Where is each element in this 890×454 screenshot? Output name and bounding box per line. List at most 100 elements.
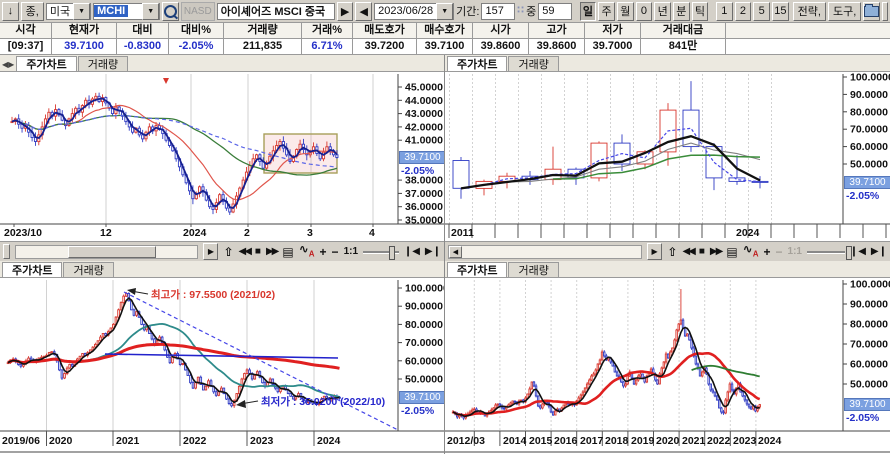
clipped-button[interactable]	[882, 1, 888, 21]
chevron-down-icon[interactable]: ▼	[73, 2, 91, 20]
svg-text:43.0000: 43.0000	[405, 108, 443, 120]
timeframe-0-button[interactable]: 0	[635, 1, 653, 21]
rewind-icon[interactable]: ◀◀	[682, 245, 695, 257]
range-input[interactable]: 157	[481, 2, 516, 20]
go-first-icon[interactable]: ❙◀	[849, 245, 866, 257]
timeframe-tick-button[interactable]: 틱	[691, 1, 709, 21]
svg-text:2020: 2020	[49, 435, 73, 447]
yearly-chartbox: 100.0000 90.0000 80.0000 70.0000 60.0000 50.0…	[445, 72, 890, 241]
col-change: 대비	[117, 23, 169, 39]
svg-text:70.0000: 70.0000	[850, 124, 888, 136]
svg-text:80.0000: 80.0000	[850, 106, 888, 118]
high-value: 39.8600	[529, 39, 585, 55]
change-percent-label: -2.05%	[401, 405, 435, 417]
go-last-icon[interactable]: ▶❙	[870, 245, 887, 257]
svg-text:2024: 2024	[183, 227, 207, 239]
scrollbar-thumb[interactable]	[67, 245, 156, 258]
expand-icon[interactable]: ⇧	[223, 244, 234, 259]
svg-text:90.0000: 90.0000	[405, 301, 443, 313]
minute-15-button[interactable]: 15	[772, 1, 789, 21]
svg-text:80.0000: 80.0000	[405, 319, 443, 331]
count-input[interactable]: 59	[538, 2, 572, 20]
scroll-left-arrow[interactable]: ◀	[449, 245, 462, 258]
expand-icon[interactable]: ⇧	[667, 244, 678, 259]
market-select[interactable]: 미국 ▼	[45, 2, 92, 20]
timeframe-day-button[interactable]: 일	[579, 1, 597, 21]
monthly-candlestick-chart[interactable]: 100.0000 90.0000 80.0000 70.0000 60.0000 50.0…	[445, 278, 890, 454]
svg-text:36.0000: 36.0000	[405, 201, 443, 213]
zoom-out-icon[interactable]: −	[775, 244, 783, 259]
symbol-input[interactable]: MCHI ▼	[93, 2, 161, 20]
one-to-one-icon[interactable]: 1:1	[787, 245, 802, 257]
tab-volume[interactable]: 거래량	[63, 262, 114, 277]
fast-forward-icon[interactable]: ▶▶	[709, 245, 723, 257]
chart-settings-icon[interactable]: ▤	[726, 244, 738, 259]
zoom-in-icon[interactable]: +	[319, 244, 327, 259]
monthly-chart-panel: 주가차트 거래량 100.0000 90.0000 80.0000 70.0000 60…	[445, 261, 890, 454]
step-back-button[interactable]: ◀	[355, 1, 373, 21]
col-volume: 거래량	[224, 23, 302, 39]
one-to-one-icon[interactable]: 1:1	[343, 245, 359, 257]
svg-text:2015: 2015	[529, 435, 553, 447]
tab-price-chart[interactable]: 주가차트	[16, 56, 77, 71]
yearly-candlestick-chart[interactable]: 100.0000 90.0000 80.0000 70.0000 60.0000 50.0…	[445, 72, 890, 241]
minute-1-button[interactable]: 1	[715, 1, 733, 21]
tab-price-chart[interactable]: 주가차트	[447, 262, 508, 277]
down-arrow-button[interactable]: ↓	[2, 1, 19, 21]
chart-scrollbar[interactable]	[14, 244, 199, 259]
tab-volume[interactable]: 거래량	[508, 56, 559, 71]
go-first-icon[interactable]: ❙◀	[403, 245, 420, 257]
strategy-button[interactable]: 전략,	[792, 1, 826, 21]
timeframe-week-button[interactable]: 주	[598, 1, 615, 21]
timeframe-minute-button[interactable]: 분	[672, 1, 690, 21]
tab-volume[interactable]: 거래량	[508, 262, 559, 277]
tab-price-chart[interactable]: 주가차트	[447, 56, 508, 71]
jong-button[interactable]: 종,	[20, 1, 44, 21]
chart-settings-icon[interactable]: ▤	[282, 244, 294, 259]
scroll-right-button[interactable]: ▶	[646, 243, 663, 260]
go-last-icon[interactable]: ▶❙	[424, 245, 442, 257]
tab-price-chart[interactable]: 주가차트	[2, 262, 63, 277]
rewind-icon[interactable]: ◀◀	[238, 245, 252, 257]
symbol-input-value: MCHI	[94, 5, 129, 17]
timeframe-year-button[interactable]: 년	[654, 1, 671, 21]
minute-2-button[interactable]: 2	[734, 1, 752, 21]
open-chart-button[interactable]	[863, 1, 881, 21]
chevron-down-icon[interactable]: ▼	[436, 2, 454, 20]
svg-text:60.0000: 60.0000	[405, 355, 443, 367]
date-picker[interactable]: 2023/06/28 ▼	[374, 2, 455, 20]
svg-text:38.0000: 38.0000	[405, 175, 443, 187]
svg-text:2024: 2024	[758, 435, 782, 447]
tools-button[interactable]: 도구,	[827, 1, 862, 21]
yearly-tabbar: 주가차트 거래량	[445, 55, 890, 72]
auto-scale-icon[interactable]: ∿A	[298, 241, 315, 259]
stop-icon[interactable]: ■	[698, 245, 705, 257]
svg-text:2014: 2014	[503, 435, 527, 447]
auto-scale-icon[interactable]: ∿A	[742, 241, 759, 259]
change-percent-label: -2.05%	[401, 165, 435, 177]
zoom-slider[interactable]	[806, 245, 852, 260]
tab-volume[interactable]: 거래량	[77, 56, 129, 71]
svg-text:60.0000: 60.0000	[850, 141, 888, 153]
zoom-slider[interactable]	[363, 245, 399, 260]
grid-dots-icon[interactable]: ∷	[517, 5, 525, 16]
chart-scrollbar[interactable]: ◀	[448, 244, 642, 259]
minute-5-button[interactable]: 5	[753, 1, 770, 21]
symbol-search-button[interactable]	[162, 1, 179, 21]
count-label: 중	[526, 6, 537, 18]
svg-text:80.0000: 80.0000	[850, 319, 888, 331]
zoom-out-icon[interactable]: −	[331, 244, 339, 259]
svg-text:2019: 2019	[631, 435, 655, 447]
scroll-right-button[interactable]: ▶	[203, 243, 219, 260]
svg-text:2024: 2024	[736, 227, 760, 239]
splitter-handle-icon[interactable]: ◀▶	[2, 60, 15, 69]
stop-icon[interactable]: ■	[254, 245, 261, 257]
weekly-candlestick-chart[interactable]: 최고가 : 97.5500 (2021/02) 최저가 : 35.0200 (20…	[0, 278, 445, 454]
splitter-handle[interactable]	[3, 244, 10, 259]
timeframe-month-button[interactable]: 월	[616, 1, 634, 21]
play-forward-button[interactable]: ▶	[336, 1, 354, 21]
chevron-down-icon[interactable]: ▼	[142, 2, 160, 20]
fast-forward-icon[interactable]: ▶▶	[265, 245, 279, 257]
zoom-in-icon[interactable]: +	[763, 244, 771, 259]
